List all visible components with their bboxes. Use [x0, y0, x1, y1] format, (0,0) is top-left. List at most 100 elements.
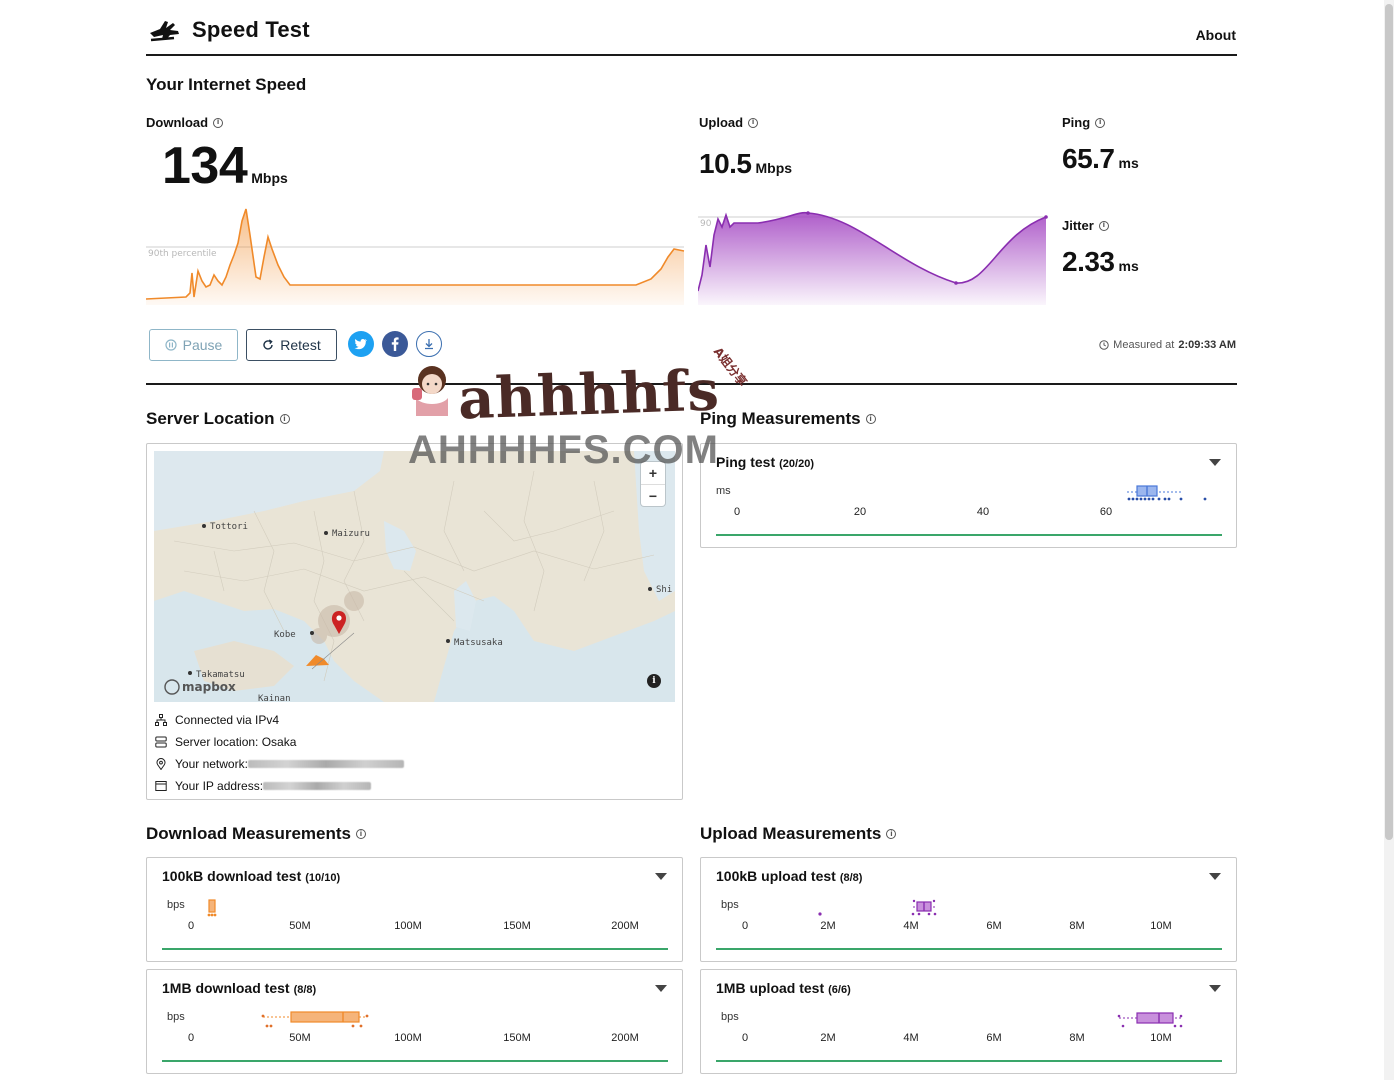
- facebook-share-button[interactable]: [382, 331, 408, 357]
- download-test-title: 1MB download test (8/8): [162, 980, 316, 996]
- upload-axis-unit: bps: [721, 1011, 739, 1023]
- ping-number: 65.7: [1062, 143, 1115, 174]
- watermark-character-icon: [412, 366, 448, 416]
- download-1mb-box-plot: [261, 1011, 369, 1028]
- upload-tick: 6M: [986, 920, 1002, 932]
- measured-at: Measured at 2:09:33 AM: [1099, 339, 1236, 351]
- ping-box-plot: [1127, 485, 1207, 501]
- upload-tick: 4M: [903, 920, 919, 932]
- upload-axis-unit: bps: [721, 899, 739, 911]
- ping-test-expand-icon[interactable]: [1209, 459, 1221, 466]
- location-row: Server location: Osaka: [155, 731, 404, 753]
- ping-test-title: Ping test (20/20): [716, 454, 814, 470]
- map-label-matsusaka: Matsusaka: [454, 638, 503, 648]
- map-zoom-control: + −: [641, 462, 665, 506]
- brand[interactable]: Speed Test: [148, 14, 310, 46]
- download-results-button[interactable]: [416, 331, 442, 357]
- upload-label: Upload i: [699, 115, 759, 130]
- download-test-count: (10/10): [305, 872, 341, 884]
- upload-chart: 90: [698, 211, 1048, 305]
- pause-button[interactable]: Pause: [149, 329, 238, 361]
- download-number: 134: [162, 137, 248, 195]
- rabbit-logo-icon: [150, 21, 179, 42]
- location-pin-icon: [156, 758, 166, 770]
- download-100kb-box-plot: [207, 899, 217, 917]
- pause-icon: [165, 339, 177, 351]
- upload-test-title: 1MB upload test (6/6): [716, 980, 851, 996]
- upload-test-card[interactable]: 1MB upload test (6/6) bps 0 2M 4M 6M 8M …: [700, 969, 1237, 1074]
- download-test-title-text: 100kB download test: [162, 868, 302, 884]
- upload-tick: 6M: [986, 1032, 1002, 1044]
- refresh-icon: [263, 339, 273, 350]
- download-test-card[interactable]: 1MB download test (8/8) bps 0 50M 100M 1…: [146, 969, 683, 1074]
- upload-tick: 10M: [1150, 1032, 1172, 1044]
- upload-series-line: [698, 211, 1047, 292]
- ping-test-card[interactable]: Ping test (20/20) ms 0 20 40 60: [700, 443, 1237, 548]
- ping-test-count: (20/20): [779, 458, 814, 470]
- twitter-share-button[interactable]: [348, 331, 374, 357]
- download-label-text: Download: [146, 115, 209, 130]
- upload-tick: 10M: [1150, 920, 1172, 932]
- ping-tick: 0: [733, 506, 741, 518]
- download-unit: Mbps: [251, 170, 288, 186]
- upload-test-card[interactable]: 100kB upload test (8/8) bps 0 2M 4M 6M 8…: [700, 857, 1237, 962]
- upload-test-expand-icon[interactable]: [1209, 873, 1221, 880]
- info-icon[interactable]: i: [1095, 117, 1106, 128]
- download-icon: [425, 339, 433, 350]
- upload-test-title-text: 100kB upload test: [716, 868, 836, 884]
- upload-tick: 8M: [1069, 1032, 1085, 1044]
- info-icon[interactable]: i: [356, 829, 366, 839]
- download-test-title: 100kB download test (10/10): [162, 868, 340, 884]
- info-icon[interactable]: i: [213, 117, 224, 128]
- server-icon: [155, 736, 167, 748]
- mapbox-wordmark: mapbox: [182, 680, 236, 694]
- retest-button[interactable]: Retest: [246, 329, 337, 361]
- info-icon[interactable]: i: [886, 829, 897, 839]
- section-title-download-measurements: Download Measurements i: [146, 824, 366, 844]
- server-map[interactable]: Tottori Maizuru Kobe Matsusaka Takamatsu…: [154, 451, 675, 702]
- map-label-takamatsu: Takamatsu: [196, 670, 245, 680]
- ping-measurements-title-text: Ping Measurements: [700, 409, 861, 428]
- retest-label: Retest: [280, 337, 321, 353]
- download-test-card[interactable]: 100kB download test (10/10) bps 0 50M 10…: [146, 857, 683, 962]
- ping-label-text: Ping: [1062, 115, 1091, 130]
- download-tick: 200M: [611, 1032, 639, 1044]
- upload-unit: Mbps: [755, 160, 793, 176]
- upload-measurements-title-text: Upload Measurements: [700, 824, 882, 843]
- connection-row: Connected via IPv4: [155, 709, 404, 731]
- zoom-in-button[interactable]: +: [648, 465, 658, 481]
- page-scrollbar[interactable]: [1384, 0, 1394, 1080]
- download-test-expand-icon[interactable]: [655, 985, 667, 992]
- scrollbar-thumb[interactable]: [1385, 4, 1393, 840]
- ping-value: 65.7 ms: [1062, 143, 1139, 175]
- pause-label: Pause: [182, 337, 223, 353]
- controls-divider: [146, 383, 1237, 385]
- map-attribution-icon[interactable]: i: [647, 674, 661, 688]
- ip-value-redacted: [263, 782, 372, 790]
- map-label-kainan: Kainan: [258, 694, 291, 702]
- download-chart: 90th percentile: [146, 208, 685, 305]
- app-title: Speed Test: [192, 17, 310, 42]
- info-icon[interactable]: i: [279, 414, 290, 424]
- facebook-icon: [391, 337, 399, 351]
- upload-test-expand-icon[interactable]: [1209, 985, 1221, 992]
- ping-tick: 20: [853, 506, 867, 518]
- map-label-shi: Shi: [656, 585, 672, 595]
- jitter-unit: ms: [1118, 258, 1139, 274]
- info-icon[interactable]: i: [748, 117, 759, 128]
- network-label: Your network:: [175, 757, 248, 771]
- upload-100kb-box-plot: [818, 899, 937, 916]
- info-icon[interactable]: i: [1098, 220, 1109, 231]
- upload-label-text: Upload: [699, 115, 744, 130]
- info-icon[interactable]: i: [865, 414, 876, 424]
- jitter-label-text: Jitter: [1062, 218, 1094, 233]
- speed-title-text: Your Internet Speed: [146, 75, 307, 94]
- download-test-title-text: 1MB download test: [162, 980, 290, 996]
- download-progress-line: [162, 948, 668, 950]
- about-link[interactable]: About: [1195, 27, 1236, 43]
- upload-test-title-text: 1MB upload test: [716, 980, 825, 996]
- network-value-redacted: [247, 760, 404, 768]
- zoom-out-button[interactable]: −: [641, 484, 665, 506]
- map-canvas: Tottori Maizuru Kobe Matsusaka Takamatsu…: [154, 451, 675, 702]
- download-test-expand-icon[interactable]: [655, 873, 667, 880]
